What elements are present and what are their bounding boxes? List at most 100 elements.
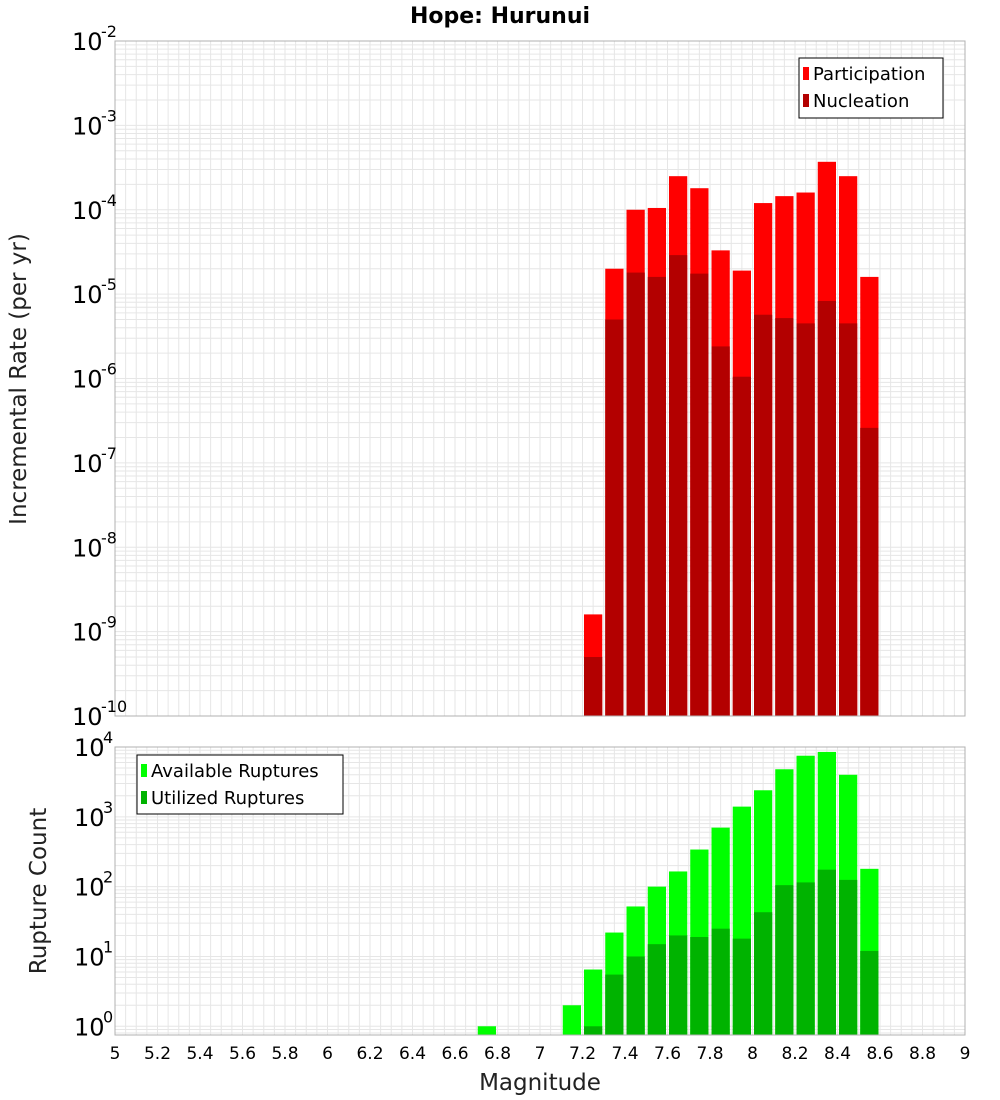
y-tick-exponent: 1 — [103, 937, 113, 956]
x-tick-label: 6.6 — [441, 1044, 468, 1064]
bar-nucleation — [732, 376, 751, 716]
bar-utilized-ruptures — [690, 936, 709, 1035]
y-tick-label: 10 — [74, 943, 105, 971]
bar-nucleation — [817, 300, 836, 716]
bar-nucleation — [626, 272, 645, 716]
bar-nucleation — [690, 273, 709, 716]
x-tick-label: 5.8 — [271, 1044, 298, 1064]
bar-nucleation — [605, 319, 624, 716]
x-tick-label: 7.8 — [696, 1044, 723, 1064]
y-tick-exponent: 3 — [103, 798, 113, 817]
x-tick-label: 6 — [322, 1044, 333, 1064]
bar-utilized-ruptures — [584, 1026, 603, 1035]
x-ticks: 5 5.2 5.4 5.6 5.8 6 6.2 6.4 6.6 6.8 7 7.2 7.4 7.6 7.8 8… — [110, 1044, 971, 1064]
bottom-legend: Available Ruptures Utilized Ruptures — [136, 754, 344, 815]
bar-available-ruptures — [584, 969, 603, 1035]
y-tick-exponent: -6 — [101, 360, 117, 379]
x-tick-label: 5 — [110, 1044, 121, 1064]
y-tick-label: 10 — [74, 804, 105, 832]
bar-available-ruptures — [477, 1026, 496, 1035]
bar-nucleation — [647, 276, 666, 716]
bar-nucleation — [669, 255, 688, 716]
legend-label: Nucleation — [813, 91, 909, 112]
bar-nucleation — [584, 657, 603, 716]
bar-utilized-ruptures — [775, 885, 794, 1035]
bar-nucleation — [860, 427, 879, 716]
bar-utilized-ruptures — [626, 956, 645, 1035]
bar-available-ruptures — [562, 1005, 581, 1035]
bar-nucleation — [711, 346, 730, 716]
x-tick-label: 7.2 — [569, 1044, 596, 1064]
bar-utilized-ruptures — [817, 869, 836, 1035]
y-tick-exponent: -3 — [101, 106, 117, 125]
x-tick-label: 8 — [747, 1044, 758, 1064]
x-tick-label: 8.6 — [866, 1044, 893, 1064]
legend-label: Participation — [813, 64, 925, 85]
y-tick-label: 10 — [72, 703, 103, 731]
bar-nucleation — [775, 318, 794, 716]
x-tick-label: 6.4 — [399, 1044, 426, 1064]
y-tick-exponent: -10 — [101, 697, 127, 716]
legend-box — [136, 754, 344, 815]
y-tick-label: 10 — [72, 28, 103, 56]
legend-swatch — [141, 764, 147, 777]
y-tick-exponent: -2 — [101, 22, 117, 41]
x-tick-label: 5.4 — [186, 1044, 213, 1064]
bar-utilized-ruptures — [839, 879, 858, 1035]
x-tick-label: 7 — [535, 1044, 546, 1064]
bar-utilized-ruptures — [796, 882, 815, 1035]
y-tick-exponent: -7 — [101, 444, 117, 463]
y-tick-exponent: 2 — [103, 868, 113, 887]
x-tick-label: 6.2 — [356, 1044, 383, 1064]
bottom-plot-frame — [114, 746, 966, 1036]
y-tick-exponent: -5 — [101, 275, 117, 294]
y-tick-exponent: -9 — [101, 613, 117, 632]
y-tick-label: 10 — [74, 874, 105, 902]
x-tick-label: 7.4 — [611, 1044, 638, 1064]
top-bars — [584, 161, 879, 717]
bar-utilized-ruptures — [669, 935, 688, 1035]
x-tick-label: 9 — [960, 1044, 971, 1064]
top-y-axis-label: Incremental Rate (per yr) — [6, 233, 32, 525]
y-tick-label: 10 — [74, 1013, 105, 1041]
top-grid — [114, 40, 966, 717]
chart-title: Hope: Hurunui — [410, 4, 590, 29]
bar-utilized-ruptures — [605, 974, 624, 1035]
bar-utilized-ruptures — [732, 938, 751, 1035]
y-tick-label: 10 — [72, 450, 103, 478]
x-tick-label: 6.8 — [484, 1044, 511, 1064]
bar-nucleation — [839, 323, 858, 716]
y-tick-label: 10 — [72, 197, 103, 225]
legend-swatch — [803, 67, 809, 80]
y-tick-exponent: 0 — [103, 1007, 113, 1026]
bottom-y-axis-label: Rupture Count — [26, 808, 52, 974]
top-plot-frame — [114, 40, 966, 717]
x-axis-label: Magnitude — [479, 1070, 601, 1096]
x-tick-label: 8.4 — [824, 1044, 851, 1064]
y-tick-exponent: -4 — [101, 191, 117, 210]
legend-swatch — [141, 791, 147, 804]
x-tick-label: 7.6 — [654, 1044, 681, 1064]
legend-label: Available Ruptures — [151, 761, 319, 782]
bar-nucleation — [796, 323, 815, 716]
bar-utilized-ruptures — [860, 950, 879, 1035]
y-tick-label: 10 — [72, 366, 103, 394]
top-legend: Participation Nucleation — [798, 57, 944, 119]
bar-nucleation — [754, 314, 773, 716]
x-tick-label: 8.8 — [909, 1044, 936, 1064]
y-tick-label: 10 — [72, 281, 103, 309]
bar-utilized-ruptures — [647, 944, 666, 1035]
y-tick-label: 10 — [72, 619, 103, 647]
y-tick-exponent: -8 — [101, 528, 117, 547]
x-tick-label: 5.6 — [229, 1044, 256, 1064]
x-tick-label: 8.2 — [781, 1044, 808, 1064]
legend-label: Utilized Ruptures — [151, 788, 304, 809]
legend-swatch — [803, 94, 809, 107]
bottom-bars — [477, 751, 879, 1035]
top-panel: 10-1010-910-810-710-610-510-410-310-2Par… — [72, 22, 966, 731]
bar-utilized-ruptures — [754, 912, 773, 1035]
